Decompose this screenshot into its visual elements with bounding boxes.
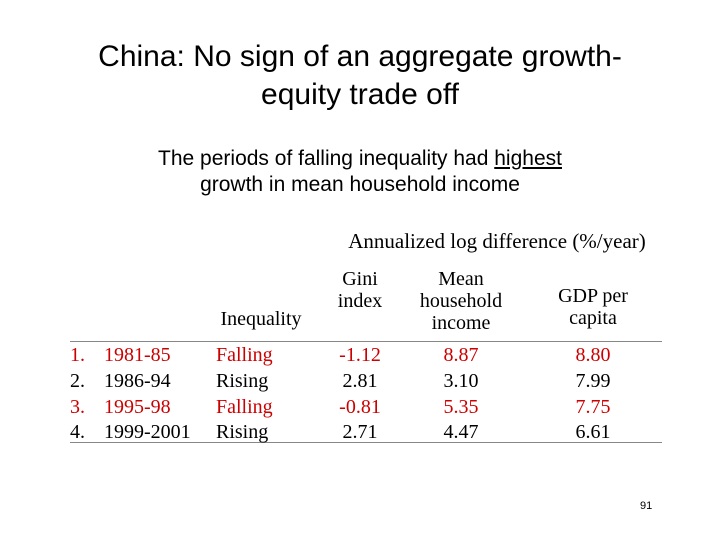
header-gini: Gini index [322, 268, 398, 312]
row-inequality: Falling [216, 396, 273, 418]
header-mean-household-income: Mean household income [405, 268, 517, 334]
row-number: 1. [70, 344, 85, 366]
subtitle-line1-text: The periods of falling inequality had [158, 147, 495, 170]
row-period: 1995-98 [104, 396, 171, 418]
row-mean-income: 5.35 [443, 396, 479, 418]
table-bottom-rule [70, 442, 662, 443]
row-gdp: 8.80 [575, 344, 611, 366]
header-gdp-line1: GDP per [558, 285, 628, 307]
table-top-rule [70, 341, 662, 342]
row-gini: -0.81 [339, 396, 381, 418]
slide-title-line1: China: No sign of an aggregate growth- [98, 40, 622, 73]
header-gdp-per-capita: GDP per capita [538, 285, 648, 329]
row-inequality: Rising [216, 421, 269, 443]
subtitle-line1: The periods of falling inequality had hi… [0, 146, 720, 172]
row-gini: -1.12 [339, 344, 381, 366]
subtitle-line2: growth in mean household income [200, 173, 520, 196]
slide-title: China: No sign of an aggregate growth- e… [0, 38, 720, 114]
row-period: 1999-2001 [104, 421, 191, 443]
row-number: 4. [70, 421, 85, 443]
header-gini-line1: Gini [342, 268, 378, 290]
row-gdp: 6.61 [575, 421, 611, 443]
header-gini-line2: index [337, 290, 383, 312]
header-mean-line1: Mean [438, 268, 484, 290]
row-gini: 2.71 [342, 421, 378, 443]
row-inequality: Falling [216, 344, 273, 366]
slide-title-line2: equity trade off [261, 78, 459, 111]
row-mean-income: 8.87 [443, 344, 479, 366]
row-gdp: 7.75 [575, 396, 611, 418]
row-period: 1981-85 [104, 344, 171, 366]
row-number: 2. [70, 370, 85, 392]
header-inequality: Inequality [220, 308, 302, 330]
row-gini: 2.81 [342, 370, 378, 392]
page-number: 91 [640, 500, 653, 512]
row-inequality: Rising [216, 370, 269, 392]
row-gdp: 7.99 [575, 370, 611, 392]
header-mean-line2: household [419, 290, 503, 312]
subtitle-emphasis: highest [494, 147, 562, 170]
header-mean-line3: income [431, 312, 491, 334]
row-number: 3. [70, 396, 85, 418]
group-header: Annualized log difference (%/year) [348, 229, 646, 253]
slide-subtitle: The periods of falling inequality had hi… [0, 146, 720, 198]
row-mean-income: 3.10 [443, 370, 479, 392]
row-period: 1986-94 [104, 370, 171, 392]
row-mean-income: 4.47 [443, 421, 479, 443]
header-gdp-line2: capita [569, 307, 617, 329]
